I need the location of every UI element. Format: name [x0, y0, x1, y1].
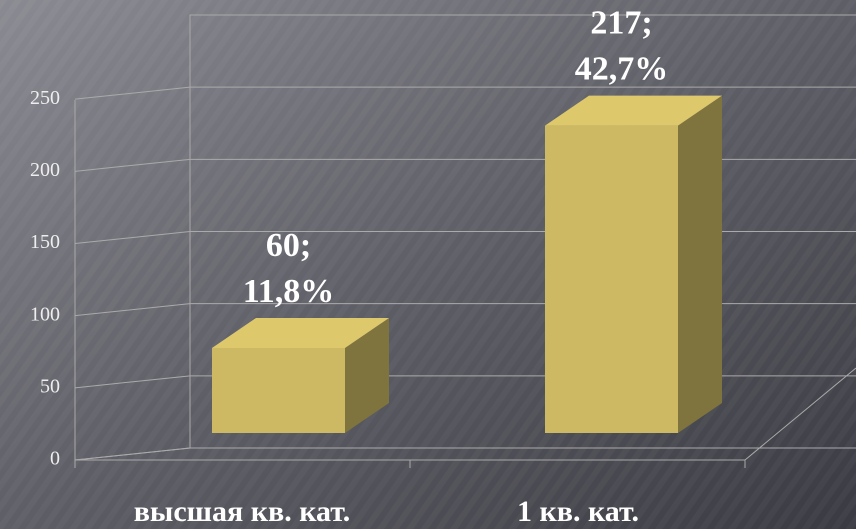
- bar-side: [678, 95, 722, 433]
- bar-top: [545, 95, 722, 126]
- y-tick-label: 250: [30, 87, 60, 109]
- y-tick-label: 150: [30, 231, 60, 253]
- bar: [212, 348, 345, 433]
- x-tick-label: высшая кв. кат.: [134, 495, 351, 528]
- x-tick-label: 1 кв. кат.: [517, 495, 639, 528]
- y-tick-label: 200: [30, 159, 60, 181]
- bar: [545, 125, 678, 433]
- data-label: 217; 42,7%: [575, 4, 669, 87]
- y-tick-label: 0: [50, 448, 60, 470]
- data-label: 60; 11,8%: [243, 227, 335, 310]
- grid-line: [74, 447, 856, 461]
- y-tick-label: 100: [30, 303, 60, 325]
- bar-side: [345, 318, 389, 433]
- y-tick-label: 50: [40, 375, 60, 397]
- grid-line: [74, 86, 856, 100]
- bar-top: [212, 318, 389, 348]
